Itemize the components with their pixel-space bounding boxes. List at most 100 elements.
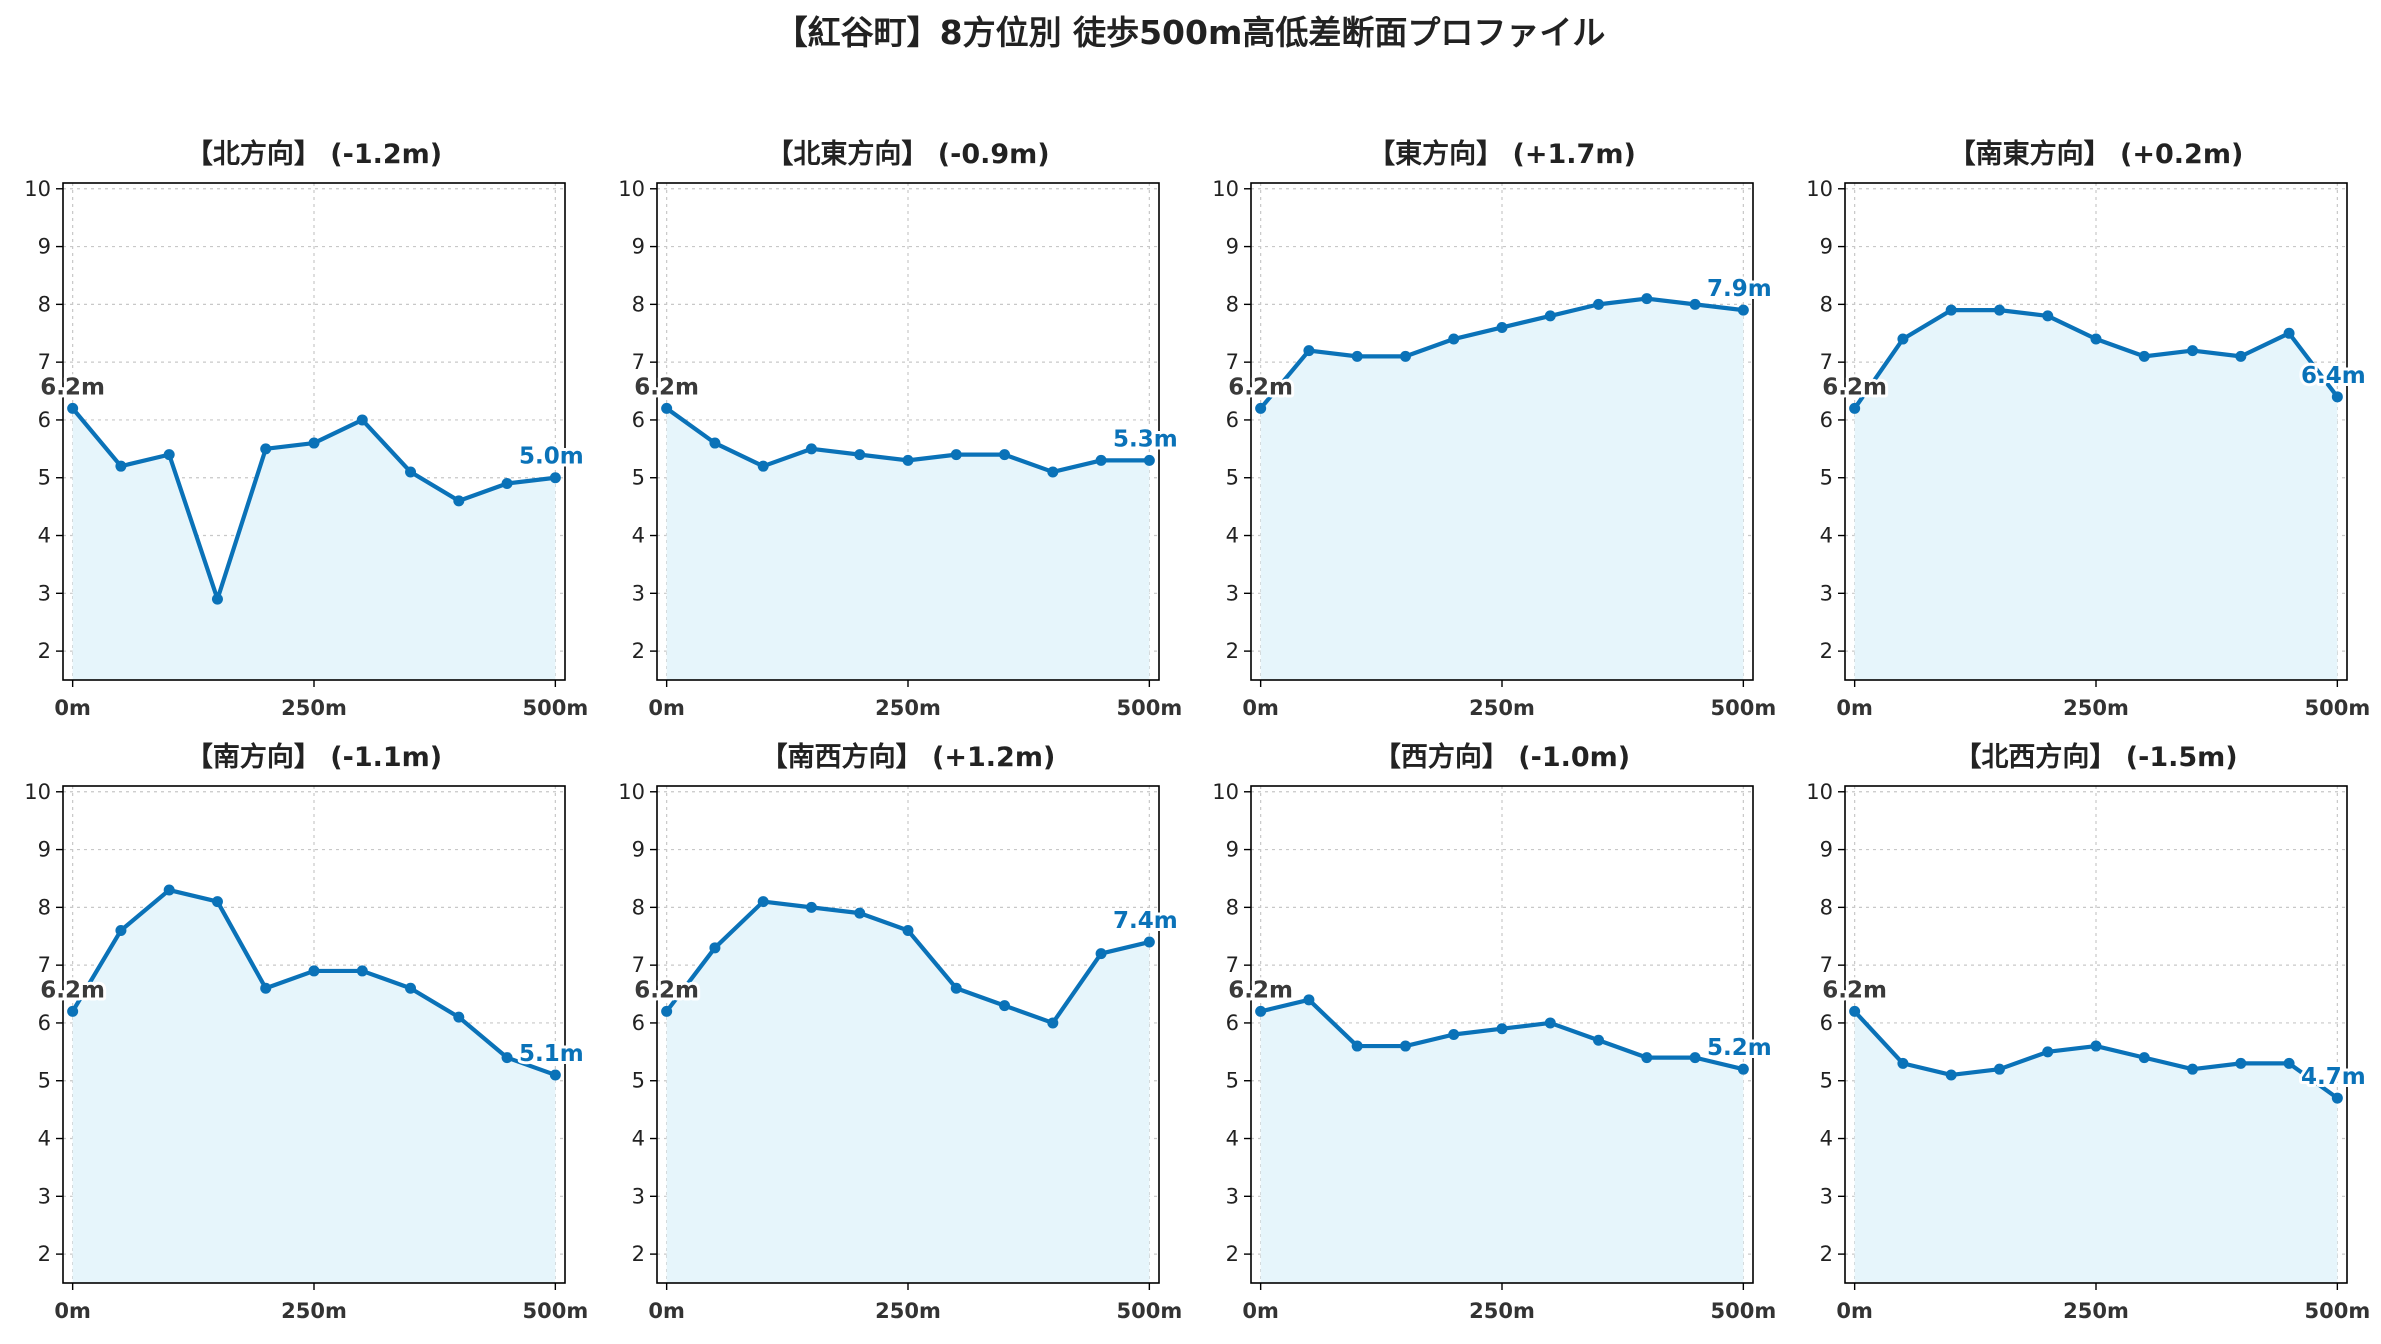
data-point: [1047, 466, 1059, 478]
y-tick-label: 9: [1226, 235, 1239, 259]
x-tick-label: 500m: [1116, 696, 1182, 720]
start-elevation-label: 6.2m: [40, 977, 105, 1003]
data-point: [1897, 333, 1909, 345]
y-tick-label: 8: [1226, 292, 1239, 316]
data-point: [1095, 454, 1107, 466]
start-elevation-label: 6.2m: [1228, 977, 1293, 1003]
end-elevation-label: 6.4m: [2301, 363, 2366, 389]
data-point: [1496, 1023, 1508, 1035]
y-tick-label: 4: [1820, 1127, 1833, 1151]
subplot-title: 【南東方向】 (+0.2m): [1949, 138, 2244, 170]
data-point: [2283, 1057, 2295, 1069]
y-tick-label: 5: [1820, 1069, 1833, 1093]
data-point: [1641, 293, 1653, 305]
data-point: [2090, 333, 2102, 345]
area-fill: [1854, 310, 2338, 680]
data-point: [1689, 1052, 1701, 1064]
y-tick-label: 10: [618, 177, 645, 201]
end-elevation-label: 5.0m: [519, 444, 584, 470]
end-elevation-label: 7.4m: [1113, 908, 1178, 934]
y-tick-label: 6: [1820, 408, 1833, 432]
subplot: 【北東方向】 (-0.9m) 2 3 4 5 6 7 8 9 10 0m 250m 500m 6.2m 5.…: [618, 138, 1182, 720]
data-point: [115, 460, 127, 472]
start-elevation-label: 6.2m: [1822, 977, 1887, 1003]
y-tick-label: 8: [38, 895, 51, 919]
start-elevation-label: 6.2m: [634, 374, 699, 400]
subplot-title: 【北方向】 (-1.2m): [186, 138, 442, 170]
y-tick-label: 4: [38, 524, 51, 548]
data-point: [1448, 1029, 1460, 1040]
y-tick-label: 10: [24, 780, 51, 804]
y-tick-label: 3: [38, 581, 51, 605]
area-fill: [72, 890, 556, 1283]
data-point: [1737, 1063, 1749, 1075]
subplot-title: 【東方向】 (+1.7m): [1368, 138, 1636, 170]
y-tick-label: 6: [1226, 408, 1239, 432]
subplot: 【南方向】 (-1.1m) 2 3 4 5 6 7 8 9 10 0m 250m 500m 6.2m 5.1…: [24, 741, 588, 1323]
data-point: [453, 1011, 465, 1023]
data-point: [902, 924, 914, 936]
subplot: 【南東方向】 (+0.2m) 2 3 4 5 6 7 8 9 10 0m 250m 500m 6.2m 6.…: [1806, 138, 2370, 720]
y-tick-label: 2: [38, 639, 51, 663]
y-tick-label: 5: [38, 1069, 51, 1093]
y-tick-label: 10: [1806, 780, 1833, 804]
y-tick-label: 3: [632, 1184, 645, 1208]
end-elevation-label: 7.9m: [1707, 276, 1772, 302]
x-tick-label: 500m: [1116, 1299, 1182, 1323]
data-point: [549, 472, 561, 484]
start-elevation-label: 6.2m: [40, 374, 105, 400]
y-tick-label: 7: [632, 350, 645, 374]
data-point: [2042, 310, 2054, 322]
y-tick-label: 10: [1212, 780, 1239, 804]
y-tick-label: 5: [1226, 1069, 1239, 1093]
y-tick-label: 7: [38, 350, 51, 374]
y-tick-label: 9: [1820, 838, 1833, 862]
data-point: [1737, 304, 1749, 316]
data-point: [709, 437, 721, 449]
data-point: [1593, 1034, 1605, 1046]
y-tick-label: 5: [38, 466, 51, 490]
data-point: [757, 460, 769, 472]
data-point: [854, 449, 866, 461]
data-point: [260, 443, 272, 455]
x-tick-label: 500m: [1710, 1299, 1776, 1323]
data-point: [308, 965, 320, 977]
data-point: [661, 1005, 673, 1017]
y-tick-label: 2: [632, 639, 645, 663]
subplot-title: 【西方向】 (-1.0m): [1374, 741, 1630, 773]
area-fill: [666, 901, 1150, 1283]
y-tick-label: 10: [1806, 177, 1833, 201]
subplot: 【北西方向】 (-1.5m) 2 3 4 5 6 7 8 9 10 0m 250m 500m 6.2m 4.…: [1806, 741, 2370, 1323]
data-point: [950, 449, 962, 461]
x-tick-label: 500m: [2304, 696, 2370, 720]
y-tick-label: 8: [38, 292, 51, 316]
data-point: [405, 466, 417, 478]
y-tick-label: 5: [1226, 466, 1239, 490]
y-tick-label: 3: [1226, 581, 1239, 605]
data-point: [2090, 1040, 2102, 1052]
x-tick-label: 0m: [1836, 696, 1873, 720]
data-point: [709, 942, 721, 954]
data-point: [854, 907, 866, 919]
start-elevation-label: 6.2m: [1822, 374, 1887, 400]
data-point: [1095, 948, 1107, 960]
data-point: [115, 924, 127, 936]
y-tick-label: 7: [632, 953, 645, 977]
data-point: [2042, 1046, 2054, 1058]
data-point: [1351, 350, 1363, 362]
data-point: [2235, 1057, 2247, 1069]
end-elevation-label: 4.7m: [2301, 1064, 2366, 1090]
x-tick-label: 0m: [1242, 696, 1279, 720]
data-point: [163, 449, 175, 461]
subplot-title: 【南方向】 (-1.1m): [186, 741, 442, 773]
data-point: [661, 402, 673, 414]
data-point: [549, 1069, 561, 1081]
y-tick-label: 9: [632, 235, 645, 259]
y-tick-label: 8: [1820, 895, 1833, 919]
x-tick-label: 0m: [54, 696, 91, 720]
data-point: [1255, 402, 1267, 414]
area-fill: [666, 408, 1150, 680]
y-tick-label: 6: [1820, 1011, 1833, 1035]
